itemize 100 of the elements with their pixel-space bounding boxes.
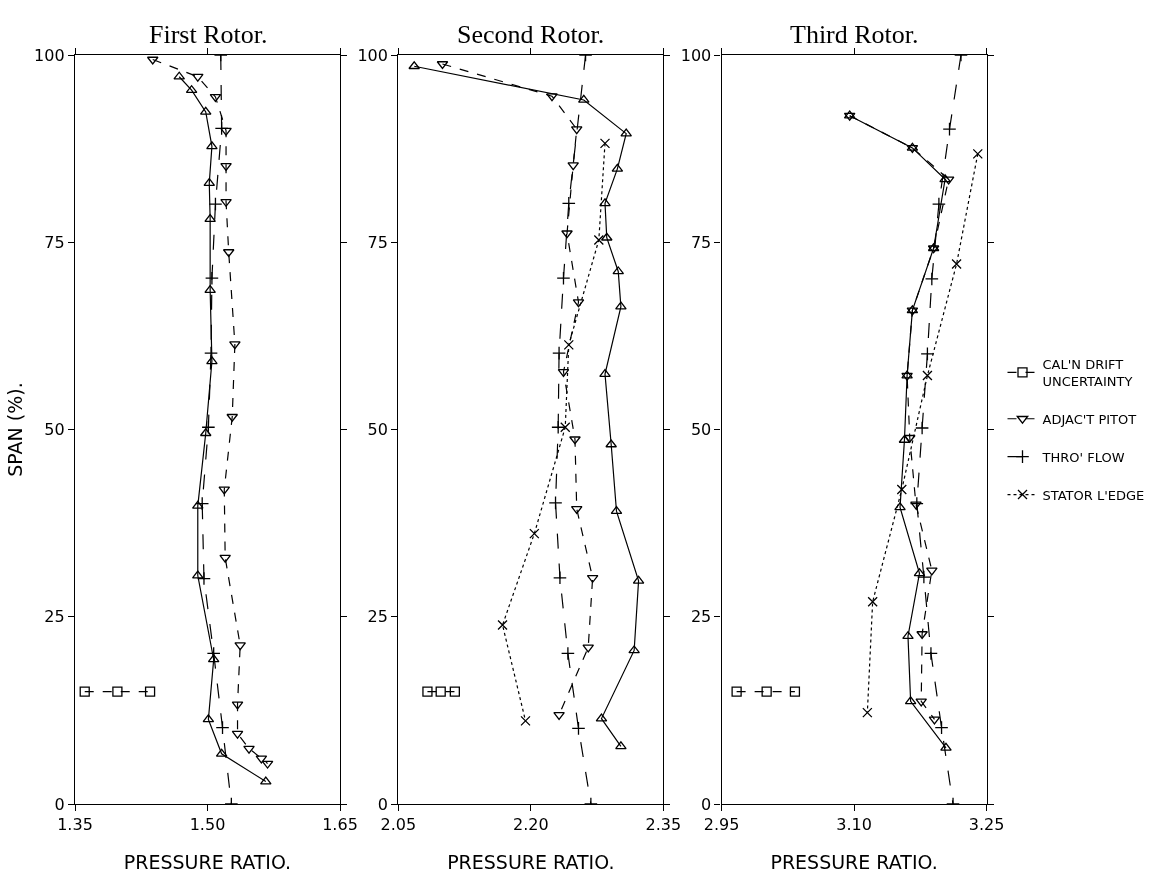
point [942, 122, 957, 137]
y-tick-label: 75 [44, 232, 65, 252]
point [570, 505, 583, 515]
point [628, 645, 640, 654]
point [79, 686, 90, 697]
point [204, 271, 219, 286]
point [972, 148, 983, 160]
y-tick-label: 100 [680, 45, 712, 65]
point [220, 127, 232, 136]
point [220, 162, 232, 171]
y-tick-label: 50 [367, 420, 388, 440]
y-tick-label: 0 [701, 794, 712, 814]
point [615, 741, 627, 750]
legend-label: CAL'N DRIFT UNCERTAINTY [1042, 357, 1133, 389]
chart-title: Third Rotor. [790, 20, 919, 49]
point [201, 420, 216, 435]
point [939, 174, 951, 183]
point [940, 742, 952, 751]
point [934, 720, 949, 735]
point [789, 686, 801, 697]
point [204, 285, 216, 294]
y-tick-label: 75 [690, 232, 712, 252]
point [112, 686, 123, 697]
point [552, 346, 567, 361]
point [571, 721, 586, 736]
point [553, 711, 565, 721]
point [761, 686, 772, 697]
y-tick-label: 25 [367, 607, 388, 627]
point [920, 346, 935, 361]
point [569, 436, 581, 445]
x-tick-label: 3.10 [836, 815, 872, 835]
point [931, 197, 946, 211]
point [902, 631, 914, 640]
point [144, 686, 156, 697]
point [924, 646, 938, 661]
point [561, 196, 576, 211]
legend-label: ADJAC'T PITOT [1042, 411, 1137, 427]
point [909, 496, 924, 511]
point [916, 570, 931, 584]
y-tick-label: 100 [357, 45, 388, 65]
x-tick-label: 2.95 [703, 815, 740, 835]
point [915, 421, 930, 435]
point [546, 93, 558, 102]
point [862, 707, 873, 718]
point [951, 258, 962, 270]
point [894, 502, 906, 511]
chart-title: First Rotor. [149, 20, 268, 49]
y-tick-label: 50 [44, 420, 65, 440]
point [599, 198, 611, 207]
point [867, 596, 878, 607]
point [206, 356, 218, 365]
y-axis-title: SPAN (%). [3, 382, 26, 477]
point [197, 571, 211, 586]
x-axis-title: PRESSURE RATIO. [770, 851, 938, 874]
x-tick-label: 1.50 [189, 815, 226, 835]
point [206, 141, 218, 150]
point [208, 197, 223, 211]
x-tick-label: 3.25 [968, 815, 1005, 835]
point [548, 495, 563, 510]
point [214, 121, 229, 136]
point [195, 496, 210, 511]
point [593, 234, 604, 246]
point [731, 686, 742, 697]
x-axis-title: PRESSURE RATIO. [447, 851, 615, 874]
point [615, 301, 627, 310]
point [599, 368, 611, 377]
point [435, 686, 446, 697]
point [910, 501, 922, 510]
point [922, 370, 933, 381]
x-tick-label: 2.05 [380, 815, 417, 835]
point [563, 339, 574, 351]
point [924, 272, 939, 286]
legend-label: STATOR L'EDGE [1042, 487, 1145, 503]
y-tick-label: 0 [54, 794, 65, 814]
y-tick-label: 75 [367, 232, 388, 252]
point [449, 686, 460, 697]
point [206, 646, 221, 661]
point [556, 271, 571, 286]
point [215, 720, 230, 735]
point [497, 619, 508, 631]
x-tick-label: 1.35 [57, 815, 93, 835]
x-axis-title: PRESSURE RATIO. [123, 851, 292, 874]
point [610, 505, 623, 515]
point [561, 230, 573, 239]
y-tick-label: 0 [377, 794, 388, 814]
point [896, 484, 907, 495]
legend-label: THRO' FLOW [1041, 449, 1125, 465]
y-tick-label: 25 [690, 607, 712, 627]
point [560, 646, 575, 661]
x-tick-label: 2.20 [512, 815, 549, 835]
point [422, 686, 433, 697]
y-tick-label: 50 [690, 420, 712, 440]
point [243, 745, 255, 754]
point [553, 570, 567, 585]
point [204, 213, 216, 222]
point [220, 198, 232, 207]
point [599, 138, 611, 149]
x-tick-label: 2.35 [645, 815, 682, 835]
y-tick-label: 100 [34, 45, 65, 65]
y-tick-label: 25 [44, 607, 65, 627]
